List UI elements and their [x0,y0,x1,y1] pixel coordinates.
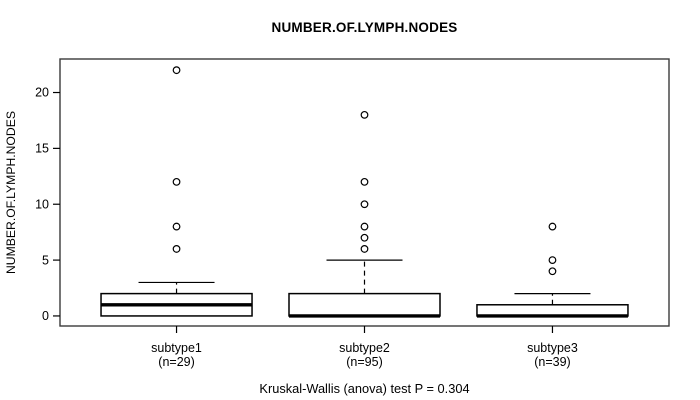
outlier-point [548,256,557,264]
y-tick-label: 5 [42,253,49,267]
outlier-point [548,222,557,231]
outlier-point [360,222,369,231]
plot-frame [59,58,670,327]
y-tick-label: 20 [35,86,49,100]
outlier-point [172,66,181,75]
x-category-label: subtype1 [151,341,202,355]
x-category-label: subtype2 [339,341,390,355]
outlier-point [172,245,181,253]
outlier-point [360,177,369,186]
x-category-sublabel: (n=95) [346,355,382,369]
y-tick-label: 10 [35,197,49,211]
x-category-sublabel: (n=29) [158,355,194,369]
outlier-point [360,245,369,253]
outlier-point [172,177,181,186]
x-category-label: subtype3 [527,341,578,355]
outlier-point [548,267,557,276]
chart-title: NUMBER.OF.LYMPH.NODES [271,20,458,35]
outlier-point [360,233,369,242]
x-category-sublabel: (n=39) [534,355,570,369]
y-tick-label: 0 [42,309,49,323]
stats-caption: Kruskal-Wallis (anova) test P = 0.304 [259,381,470,396]
outlier-point [360,200,369,209]
outlier-point [360,110,369,119]
box-subtype2 [288,292,441,317]
y-tick-label: 15 [35,142,49,156]
outlier-point [172,222,181,231]
